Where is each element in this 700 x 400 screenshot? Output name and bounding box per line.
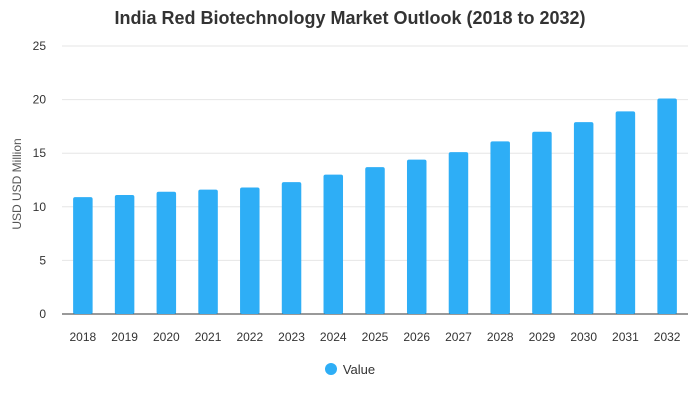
y-tick-label: 25	[33, 39, 47, 53]
legend-swatch	[324, 363, 337, 375]
x-tick-label: 2030	[570, 330, 597, 344]
bar-2019[interactable]	[114, 195, 135, 314]
y-axis-label: USD USD Million	[10, 138, 24, 229]
bar-2021[interactable]	[198, 189, 218, 314]
x-tick-label: 2031	[612, 330, 639, 344]
bar-2023[interactable]	[281, 182, 302, 314]
y-tick-labels: 0 5 10 15 20 25	[33, 39, 47, 321]
bar-2022[interactable]	[240, 187, 260, 314]
x-tick-label: 2024	[320, 330, 347, 344]
legend-label: Value	[342, 362, 376, 377]
chart-title: India Red Biotechnology Market Outlook (…	[114, 8, 586, 28]
y-tick-label: 10	[33, 200, 47, 214]
y-tick-label: 15	[33, 146, 47, 160]
x-tick-label: 2020	[153, 330, 180, 344]
y-tick-label: 5	[39, 253, 46, 267]
x-tick-label: 2018	[70, 330, 97, 344]
x-tick-label: 2023	[278, 330, 305, 344]
bar-2026[interactable]	[406, 159, 427, 314]
bar-2025[interactable]	[365, 167, 385, 314]
x-tick-label: 2022	[236, 330, 263, 344]
x-tick-label: 2019	[111, 330, 138, 344]
bar-2028[interactable]	[490, 141, 510, 314]
x-tick-label: 2027	[445, 330, 472, 344]
bar-2032[interactable]	[657, 98, 677, 314]
bar-2020[interactable]	[156, 191, 177, 314]
legend[interactable]: Value	[0, 362, 700, 377]
bar-2018[interactable]	[73, 197, 93, 314]
x-tick-label: 2032	[654, 330, 681, 344]
y-tick-label: 20	[33, 93, 47, 107]
bar-2031[interactable]	[615, 111, 636, 314]
y-tick-label: 0	[39, 307, 46, 321]
x-tick-label: 2026	[403, 330, 430, 344]
x-tick-label: 2025	[362, 330, 389, 344]
bar-2029[interactable]	[532, 131, 552, 314]
bars	[73, 98, 677, 314]
bar-2027[interactable]	[448, 152, 469, 314]
x-tick-label: 2029	[529, 330, 556, 344]
x-tick-label: 2021	[195, 330, 222, 344]
x-tick-labels: 2018 2019 2020 2021 2022 2023 2024 2025 2026 2027…	[70, 330, 681, 344]
x-tick-label: 2028	[487, 330, 514, 344]
bar-2024[interactable]	[323, 174, 344, 314]
bar-2030[interactable]	[573, 122, 594, 314]
